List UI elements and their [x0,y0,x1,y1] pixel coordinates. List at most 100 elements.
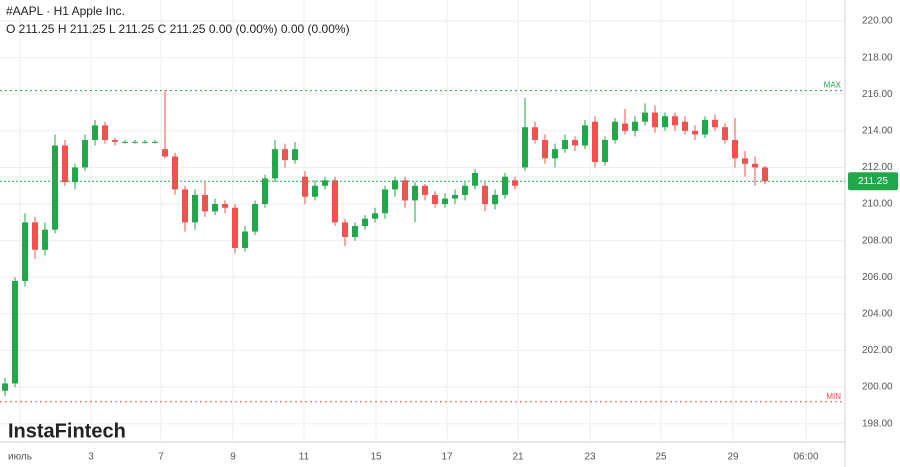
candle-body [102,125,108,141]
y-tick-label: 208.00 [862,235,893,246]
candle-body [562,140,568,150]
candle-body [612,121,618,141]
x-tick-label: 11 [299,452,310,463]
candle-body [692,130,698,135]
x-tick-label: 23 [584,452,596,463]
candle-body [152,141,158,143]
candle-body [142,141,148,143]
y-tick-label: 212.00 [862,162,893,173]
y-tick-label: 206.00 [862,272,893,283]
candle-body [22,222,28,281]
candle-body [82,140,88,168]
y-tick-label: 210.00 [862,199,893,210]
candle-body [12,280,18,384]
candle-body [262,178,268,205]
x-tick-label: 06:00 [793,452,818,463]
candle-body [272,149,278,179]
candle-body [122,141,128,143]
candle-body [62,145,68,183]
candle-body [382,189,388,214]
candle-body [52,145,58,230]
candle-body [422,185,428,195]
candle-body [182,189,188,223]
candle-body [552,149,558,159]
candle-body [682,121,688,131]
candle-body [492,194,498,205]
candle-body [372,213,378,219]
x-tick-label: 29 [727,452,739,463]
candle-body [762,167,768,182]
candle-body [432,194,438,205]
candle-body [162,149,168,157]
candle-body [462,185,468,195]
candle-body [592,121,598,162]
candle-body [532,127,538,141]
candle-body [542,140,548,159]
candle-body [352,226,358,238]
candle-body [642,112,648,122]
candle-body [512,180,518,186]
candle-body [472,172,478,186]
last-price-tag [848,172,898,191]
candle-body [722,127,728,141]
candle-body [452,194,458,199]
candle-body [442,198,448,205]
candle-body [282,149,288,161]
candle-body [92,125,98,141]
candle-body [322,180,328,186]
candle-body [342,222,348,238]
chart-title: #AAPL · H1 Apple Inc. [6,4,125,18]
candle-body [752,163,758,168]
candle-body [232,207,238,248]
y-tick-label: 220.00 [862,16,893,27]
x-tick-label: июль [8,452,32,463]
candle-body [2,383,8,391]
candle-body [242,231,248,248]
candle-body [192,194,198,223]
candle-body [702,119,708,135]
candle-body [72,167,78,183]
candle-body [302,176,308,197]
x-tick-label: 25 [655,452,667,463]
candle-body [32,222,38,250]
candle-body [522,127,528,168]
y-tick-label: 200.00 [862,382,893,393]
candle-body [712,119,718,128]
candle-body [502,176,508,195]
candle-body [402,180,408,201]
candle-body [662,116,668,128]
y-tick-label: 202.00 [862,345,893,356]
min-line-label: MIN [826,392,841,401]
y-tick-label: 216.00 [862,89,893,100]
candle-body [582,125,588,146]
candle-body [132,141,138,143]
candle-body [672,116,678,126]
candle-body [312,185,318,197]
candle-body [42,229,48,250]
candle-body [572,140,578,146]
x-tick-label: 3 [88,452,94,463]
candle-body [632,121,638,131]
x-tick-label: 9 [230,452,236,463]
candle-body [392,180,398,190]
y-tick-label: 198.00 [862,418,893,429]
x-tick-label: 17 [441,452,453,463]
y-tick-label: 218.00 [862,52,893,63]
x-tick-label: 21 [512,452,524,463]
candle-body [212,204,218,212]
candle-body [362,218,368,227]
candle-body [222,204,228,208]
candle-body [172,156,178,190]
candle-body [252,204,258,232]
candle-body [622,123,628,131]
candle-body [112,140,118,142]
max-line-label: MAX [824,81,842,90]
candle-body [602,140,608,162]
candle-body [652,112,658,128]
y-tick-label: 214.00 [862,126,893,137]
candle-body [732,140,738,159]
ohlc-readout: O 211.25 H 211.25 L 211.25 C 211.25 0.00… [6,22,350,36]
candle-body [292,149,298,161]
